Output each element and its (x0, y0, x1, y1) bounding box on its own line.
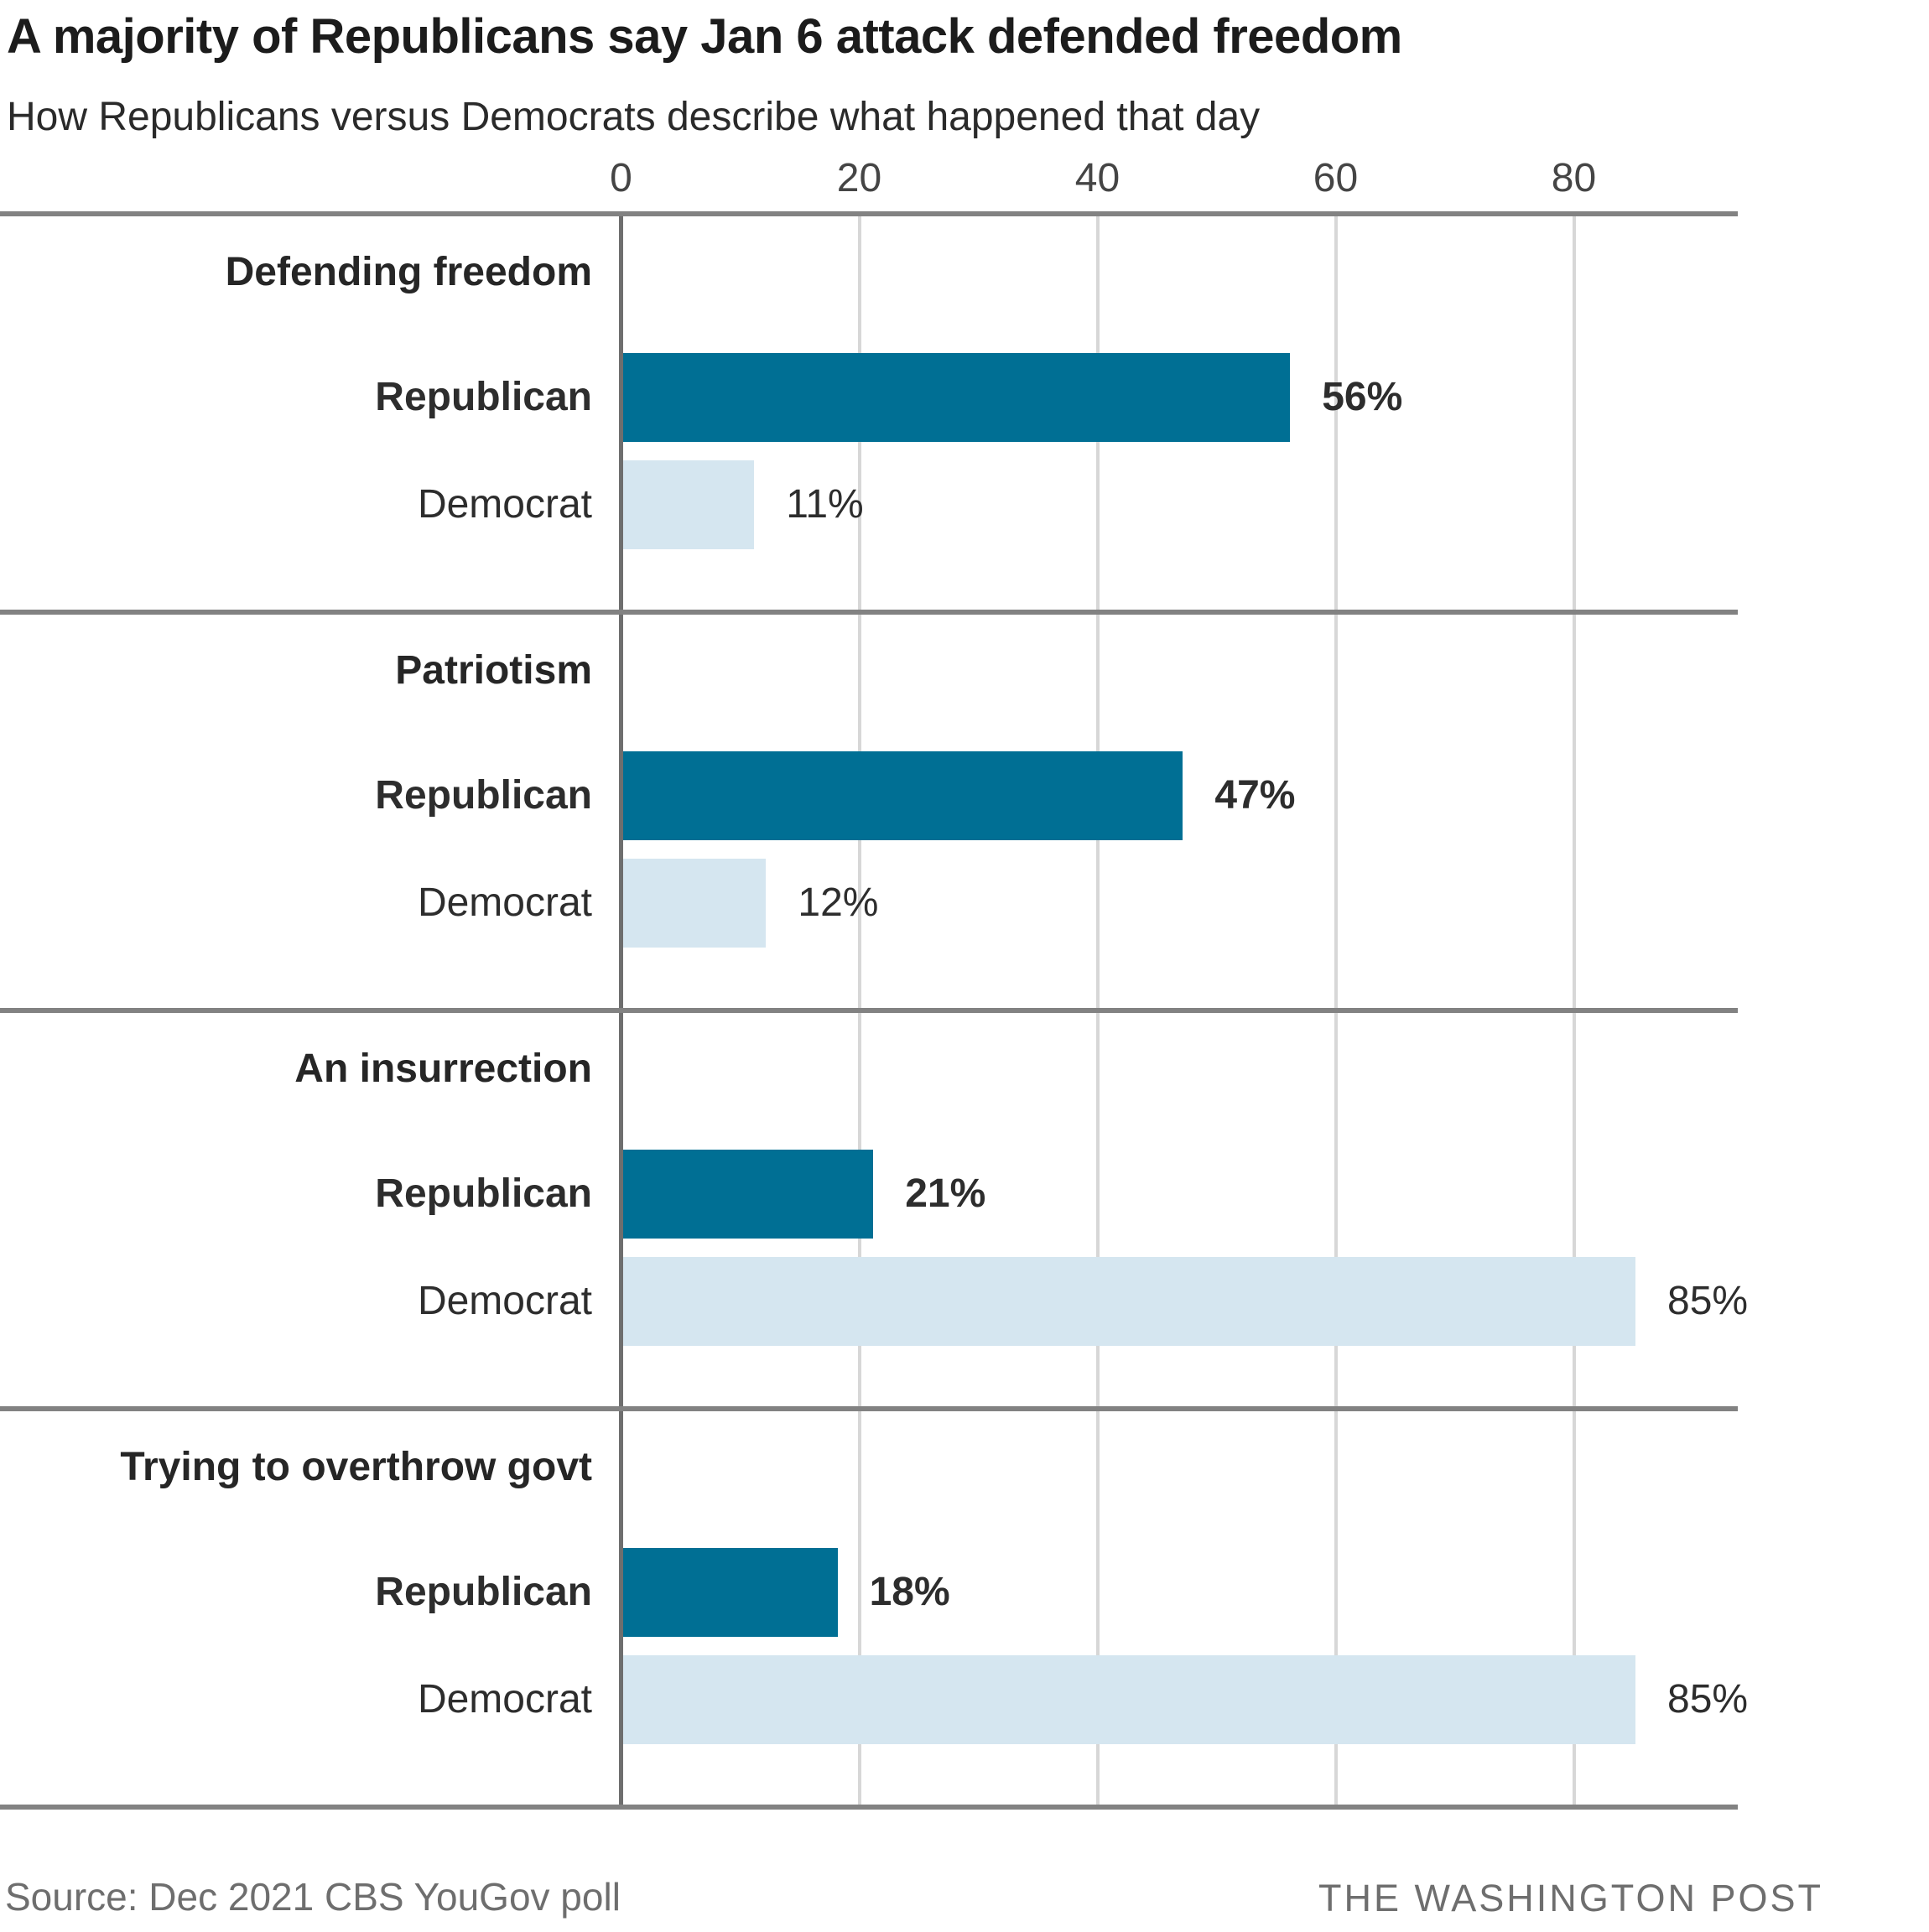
democrat-row-label: Democrat (417, 482, 592, 527)
x-tick-label-60: 60 (1313, 156, 1359, 200)
democrat-bar (623, 859, 767, 948)
x-tick-label-40: 40 (1074, 156, 1120, 200)
republican-value-label: 21% (905, 1171, 986, 1216)
chart-subtitle: How Republicans versus Democrats describ… (7, 95, 1261, 139)
republican-bar (623, 1150, 874, 1239)
republican-value-label: 47% (1214, 773, 1296, 818)
category-label: Trying to overthrow govt (120, 1445, 592, 1489)
source-note: Source: Dec 2021 CBS YouGov poll (5, 1875, 621, 1919)
republican-value-label: 18% (869, 1570, 950, 1614)
category-label: Patriotism (395, 648, 592, 693)
republican-bar (623, 353, 1291, 442)
democrat-value-label: 85% (1667, 1279, 1749, 1323)
democrat-value-label: 85% (1667, 1677, 1749, 1722)
republican-row-label: Republican (375, 1171, 592, 1216)
x-tick-label-80: 80 (1551, 156, 1597, 200)
democrat-value-label: 11% (786, 482, 864, 527)
category-label: Defending freedom (225, 250, 592, 294)
group-divider (0, 1008, 1738, 1013)
group-divider (0, 1406, 1738, 1411)
republican-value-label: 56% (1322, 375, 1403, 419)
democrat-row-label: Democrat (417, 880, 592, 925)
democrat-value-label: 12% (798, 880, 879, 925)
category-label: An insurrection (294, 1046, 592, 1091)
plot-bottom-line (0, 1805, 1738, 1810)
republican-bar (623, 1548, 838, 1637)
republican-row-label: Republican (375, 773, 592, 818)
democrat-bar (623, 460, 755, 549)
democrat-bar (623, 1257, 1635, 1346)
democrat-bar (623, 1655, 1635, 1744)
x-tick-label-20: 20 (836, 156, 882, 200)
democrat-row-label: Democrat (417, 1279, 592, 1323)
chart-title: A majority of Republicans say Jan 6 atta… (7, 9, 1402, 64)
plot-top-line (0, 211, 1738, 216)
republican-bar (623, 751, 1183, 840)
republican-row-label: Republican (375, 375, 592, 419)
x-tick-label-0: 0 (610, 156, 632, 200)
attribution-wordmark: THE WASHINGTON POST (1318, 1877, 1823, 1919)
group-divider (0, 610, 1738, 615)
republican-row-label: Republican (375, 1570, 592, 1614)
democrat-row-label: Democrat (417, 1677, 592, 1722)
